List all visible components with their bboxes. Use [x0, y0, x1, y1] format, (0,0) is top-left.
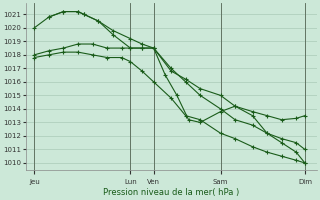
X-axis label: Pression niveau de la mer( hPa ): Pression niveau de la mer( hPa ) [103, 188, 239, 197]
